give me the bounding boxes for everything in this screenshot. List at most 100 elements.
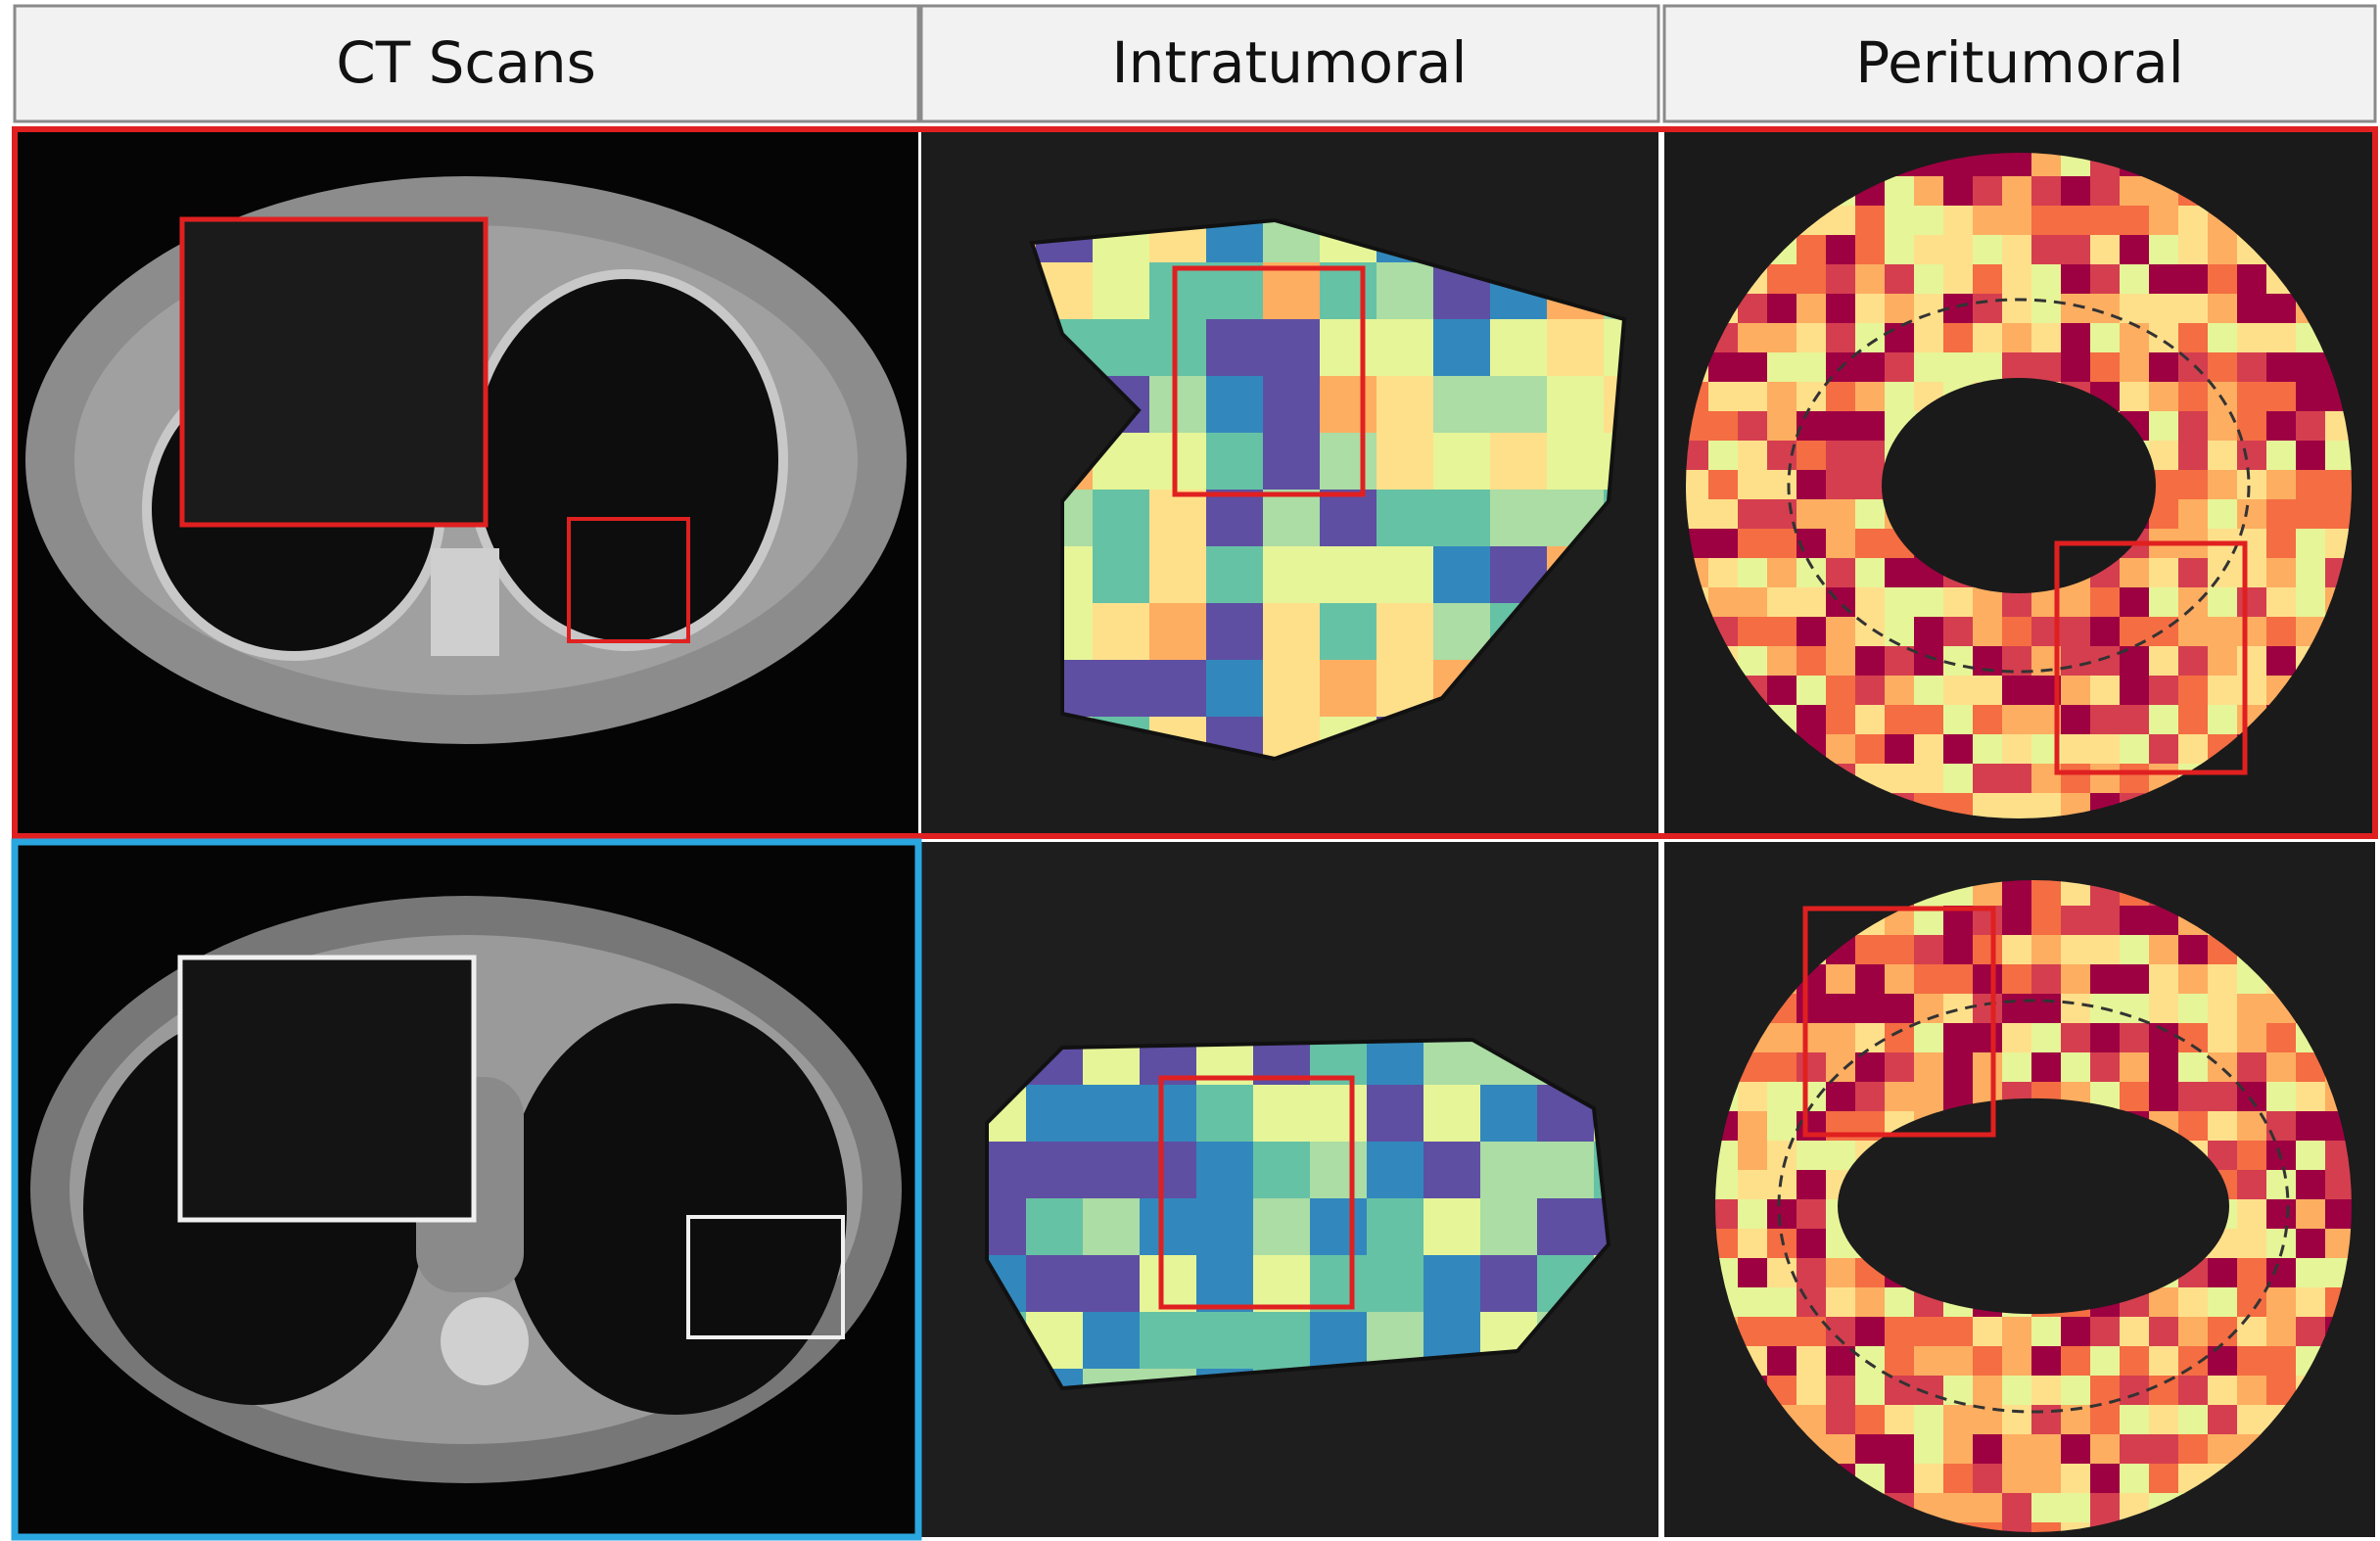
heat-cell xyxy=(2149,411,2179,442)
heat-cell xyxy=(1885,558,1915,588)
heat-cell xyxy=(2090,734,2121,765)
heat-cell xyxy=(2178,411,2209,442)
heat-cell xyxy=(2031,352,2062,383)
heat-cell xyxy=(1320,433,1377,490)
heat-cell xyxy=(1826,964,1856,995)
heat-cell xyxy=(1855,676,1886,706)
heat-cell xyxy=(2237,323,2267,353)
heat-cell xyxy=(2061,1464,2091,1494)
heat-cell xyxy=(1855,264,1886,295)
row-border xyxy=(11,838,922,1541)
heat-cell xyxy=(2002,705,2032,735)
heat-cell xyxy=(1855,206,1886,236)
heat-cell xyxy=(1855,323,1886,353)
heat-cell xyxy=(1943,352,1974,383)
heat-cell xyxy=(2237,1141,2267,1171)
heat-cell xyxy=(1320,319,1377,377)
heat-cell xyxy=(2266,1082,2297,1112)
heat-cell xyxy=(1943,1317,1974,1347)
heat-cell xyxy=(2296,1082,2326,1112)
heat-cell xyxy=(2325,499,2352,530)
heat-cell xyxy=(1767,646,1797,677)
heat-cell xyxy=(1914,617,1944,647)
heat-cell xyxy=(1206,490,1264,547)
heat-cell xyxy=(2237,1376,2267,1406)
heat-cell xyxy=(1855,587,1886,618)
heat-cell xyxy=(1738,1199,1768,1230)
heat-cell xyxy=(2325,470,2352,500)
heat-cell xyxy=(1320,660,1377,718)
heat-cell xyxy=(1914,323,1944,353)
heat-cell xyxy=(2061,964,2091,995)
heat-cell xyxy=(2149,441,2179,471)
heat-cell xyxy=(2266,411,2297,442)
heat-cell xyxy=(2120,1464,2150,1494)
heat-cell xyxy=(2237,558,2267,588)
heat-cell xyxy=(2120,676,2150,706)
heat-cell xyxy=(2149,499,2179,530)
heat-cell xyxy=(2237,294,2267,324)
heat-cell xyxy=(2296,1258,2326,1288)
heat-cell xyxy=(1855,352,1886,383)
heat-cell xyxy=(2237,264,2267,295)
heat-cell xyxy=(1885,323,1915,353)
heat-cell xyxy=(1855,1023,1886,1053)
heat-cell xyxy=(1973,1464,2003,1494)
heat-cell xyxy=(1943,764,1974,794)
heat-cell xyxy=(1253,1198,1311,1256)
heat-cell xyxy=(1149,546,1207,604)
heat-cell xyxy=(1855,935,1886,965)
heat-cell xyxy=(1083,1198,1141,1256)
heat-cell xyxy=(1480,1085,1538,1143)
heat-cell xyxy=(1433,319,1491,377)
heat-cell xyxy=(1943,705,1974,735)
heat-cell xyxy=(2178,994,2209,1024)
heat-cell xyxy=(2208,587,2238,618)
heat-cell xyxy=(1547,433,1605,490)
heat-cell xyxy=(2061,1493,2091,1523)
heat-cell xyxy=(1026,1085,1084,1143)
heat-cell xyxy=(2002,352,2032,383)
heat-cell xyxy=(1855,1317,1886,1347)
heat-cell xyxy=(2090,206,2121,236)
heat-cell xyxy=(1885,352,1915,383)
heat-cell xyxy=(2237,441,2267,471)
heat-cell xyxy=(2208,646,2238,677)
heat-cell xyxy=(2296,382,2326,412)
heat-cell xyxy=(2002,734,2032,765)
heat-cell xyxy=(2325,441,2352,471)
heat-cell xyxy=(1093,603,1150,661)
heat-cell xyxy=(2031,935,2062,965)
heat-cell xyxy=(2031,323,2062,353)
heat-cell xyxy=(2178,1376,2209,1406)
heat-cell xyxy=(2002,153,2032,177)
heat-cell xyxy=(2208,1376,2238,1406)
heat-cell xyxy=(2120,1434,2150,1465)
heat-cell xyxy=(2178,1317,2209,1347)
heat-cell xyxy=(1797,994,1827,1024)
heat-cell xyxy=(1377,262,1434,320)
heat-cell xyxy=(2002,1434,2032,1465)
heat-cell xyxy=(1855,994,1886,1024)
heat-cell xyxy=(2090,646,2121,677)
heat-cell xyxy=(1263,490,1321,547)
heat-cell xyxy=(2120,1317,2150,1347)
heat-cell xyxy=(1738,1287,1768,1318)
heat-cell xyxy=(1377,319,1434,377)
heat-cell xyxy=(1537,1142,1595,1199)
header-label: Peritumoral xyxy=(1855,29,2184,96)
heat-cell xyxy=(2149,294,2179,324)
heat-cell xyxy=(1708,470,1739,500)
heat-cell xyxy=(1914,352,1944,383)
heat-cell xyxy=(1855,441,1886,471)
heat-cell xyxy=(2296,1317,2326,1347)
heat-cell xyxy=(1914,705,1944,735)
heat-cell xyxy=(2061,906,2091,936)
heat-cell xyxy=(2061,646,2091,677)
heat-cell xyxy=(2237,1346,2267,1377)
heat-cell xyxy=(2266,1170,2297,1200)
heat-cell xyxy=(1026,1255,1084,1313)
heat-cell xyxy=(2208,1082,2238,1112)
heat-cell xyxy=(1263,262,1321,320)
heat-cell xyxy=(1196,1198,1254,1256)
